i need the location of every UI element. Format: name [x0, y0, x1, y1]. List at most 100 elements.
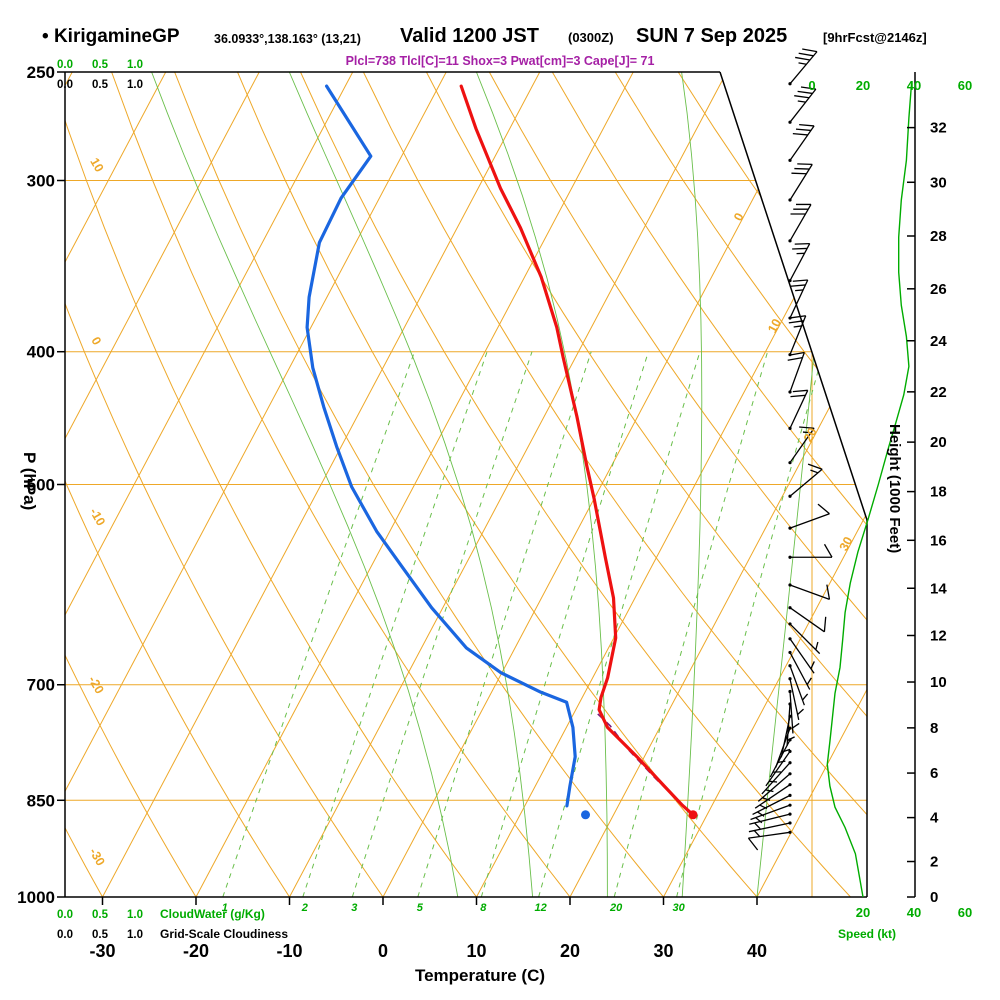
barb-staff: [789, 315, 807, 355]
barb-full-tick: [797, 163, 813, 166]
barb-full-tick: [792, 279, 808, 282]
pressure-tick-label: 300: [27, 172, 55, 191]
barb-full-tick: [795, 128, 811, 132]
temperature-tick-label: -10: [276, 941, 302, 961]
barb-full-tick: [797, 90, 813, 95]
cloudiness-scale-bottom: 0.5: [92, 929, 109, 941]
speed-tick-label-top: 40: [907, 78, 921, 93]
barb-half-tick: [797, 708, 804, 715]
height-tick-label: 0: [930, 889, 938, 906]
surface-dewpoint-dot: [581, 810, 591, 820]
wind-barb: [788, 583, 831, 600]
barb-staff: [789, 125, 815, 161]
wind-speed-profile-curve: [826, 83, 913, 898]
height-axis-title: Height (1000 Feet): [886, 424, 903, 553]
height-tick-label: 24: [930, 333, 947, 350]
barb-half-tick: [762, 797, 771, 801]
speed-tick-label-top: 60: [958, 78, 972, 93]
isotherm-label: 10: [765, 316, 784, 335]
mixing-ratio-label: 12: [534, 902, 546, 914]
isotherm-line: [756, 72, 867, 897]
wind-barb: [765, 749, 792, 787]
mixing-ratio-label: 2: [301, 902, 308, 914]
height-tick-label: 2: [930, 854, 938, 871]
dry-adiabat-line: [65, 72, 384, 897]
dry-adiabat-line: [362, 72, 867, 897]
dry-adiabat-line: [65, 72, 477, 897]
wind-barb: [748, 821, 792, 837]
dry-adiabat-line: [174, 72, 664, 897]
isotherm-label: 20: [801, 425, 820, 444]
axes-ticks-labels: 1 2 3 5 8 12 20 30-30-20-1001001020302503004005…: [17, 59, 972, 961]
cloudiness-scale-top: 0.5: [92, 79, 109, 91]
mixing-ratio-label: 20: [609, 902, 623, 914]
barb-half-tick: [765, 789, 774, 793]
temperature-axis-title: Temperature (C): [415, 966, 545, 985]
height-tick-label: 26: [930, 281, 947, 298]
barb-full-tick: [800, 86, 816, 90]
barb-staff: [789, 607, 825, 633]
dry-adiabat-line: [65, 72, 197, 897]
barb-full-tick: [790, 284, 806, 287]
station-bullet-icon: •: [42, 26, 49, 47]
height-tick-label: 14: [930, 580, 947, 597]
barb-staff: [748, 822, 791, 833]
moist-adiabat-line: [681, 72, 703, 897]
barb-staff: [789, 638, 815, 674]
surface-temperature-dot: [688, 810, 698, 820]
barb-staff: [789, 665, 805, 706]
mixing-ratio-label: 5: [417, 902, 424, 914]
mixing-ratio-line: [480, 351, 649, 897]
pressure-tick-label: 850: [27, 791, 55, 810]
mixing-ratio-label: 3: [351, 902, 357, 914]
height-tick-label: 28: [930, 228, 947, 245]
barb-staff: [789, 427, 815, 464]
barb-staff: [789, 390, 809, 429]
dewpoint-profile-line: [305, 84, 577, 808]
barb-staff: [754, 784, 791, 809]
temperature-tick-label: -30: [89, 941, 115, 961]
cloudwater-label: CloudWater (g/Kg): [160, 907, 265, 921]
valid-date: SUN 7 Sep 2025: [636, 25, 788, 47]
height-tick-label: 6: [930, 765, 938, 782]
cloudwater-scale-top: 0.0: [57, 59, 73, 71]
pressure-tick-label: 500: [27, 476, 55, 495]
height-tick-label: 22: [930, 384, 947, 401]
wind-barb: [788, 48, 818, 86]
stability-indices: Plcl=738 Tlcl[C]=11 Shox=3 Pwat[cm]=3 Ca…: [345, 54, 655, 68]
isotherm-line: [65, 72, 260, 897]
barb-staff: [789, 678, 800, 720]
pressure-tick-label: 700: [27, 676, 55, 695]
speed-tick-label-bottom: 60: [958, 905, 972, 920]
pressure-tick-label: 1000: [17, 888, 55, 907]
wind-barb: [788, 650, 812, 690]
barb-half-tick: [802, 431, 811, 434]
temperature-tick-label: 0: [378, 941, 388, 961]
wind-barbs: [747, 48, 833, 851]
forecast-tag: [9hrFcst@2146z]: [823, 30, 927, 45]
barb-staff: [789, 691, 794, 734]
pressure-axis-title: P (hPa): [20, 452, 39, 510]
temperature-tick-label: 20: [560, 941, 580, 961]
barb-staff: [769, 739, 791, 778]
barb-half-tick: [806, 677, 812, 685]
cloudiness-scale-top: 0.0: [57, 79, 73, 91]
barb-full-tick: [799, 426, 815, 429]
dry-adiabat-line: [65, 72, 290, 897]
barb-half-tick: [753, 830, 761, 837]
wind-barb: [757, 772, 792, 802]
barb-full-tick: [817, 503, 830, 515]
mixing-ratio-line: [222, 351, 415, 897]
barb-staff: [789, 279, 809, 319]
barb-half-tick: [810, 661, 815, 669]
barb-full-tick: [794, 167, 810, 170]
wind-barb: [788, 123, 815, 162]
temperature-tick-label: 40: [747, 941, 767, 961]
mixing-ratio-label: 1: [222, 902, 228, 914]
wind-barb: [788, 622, 821, 655]
cloudiness-label: Grid-Scale Cloudiness: [160, 927, 288, 941]
wind-barb: [788, 86, 817, 124]
speed-axis-label: Speed (kt): [838, 927, 896, 941]
